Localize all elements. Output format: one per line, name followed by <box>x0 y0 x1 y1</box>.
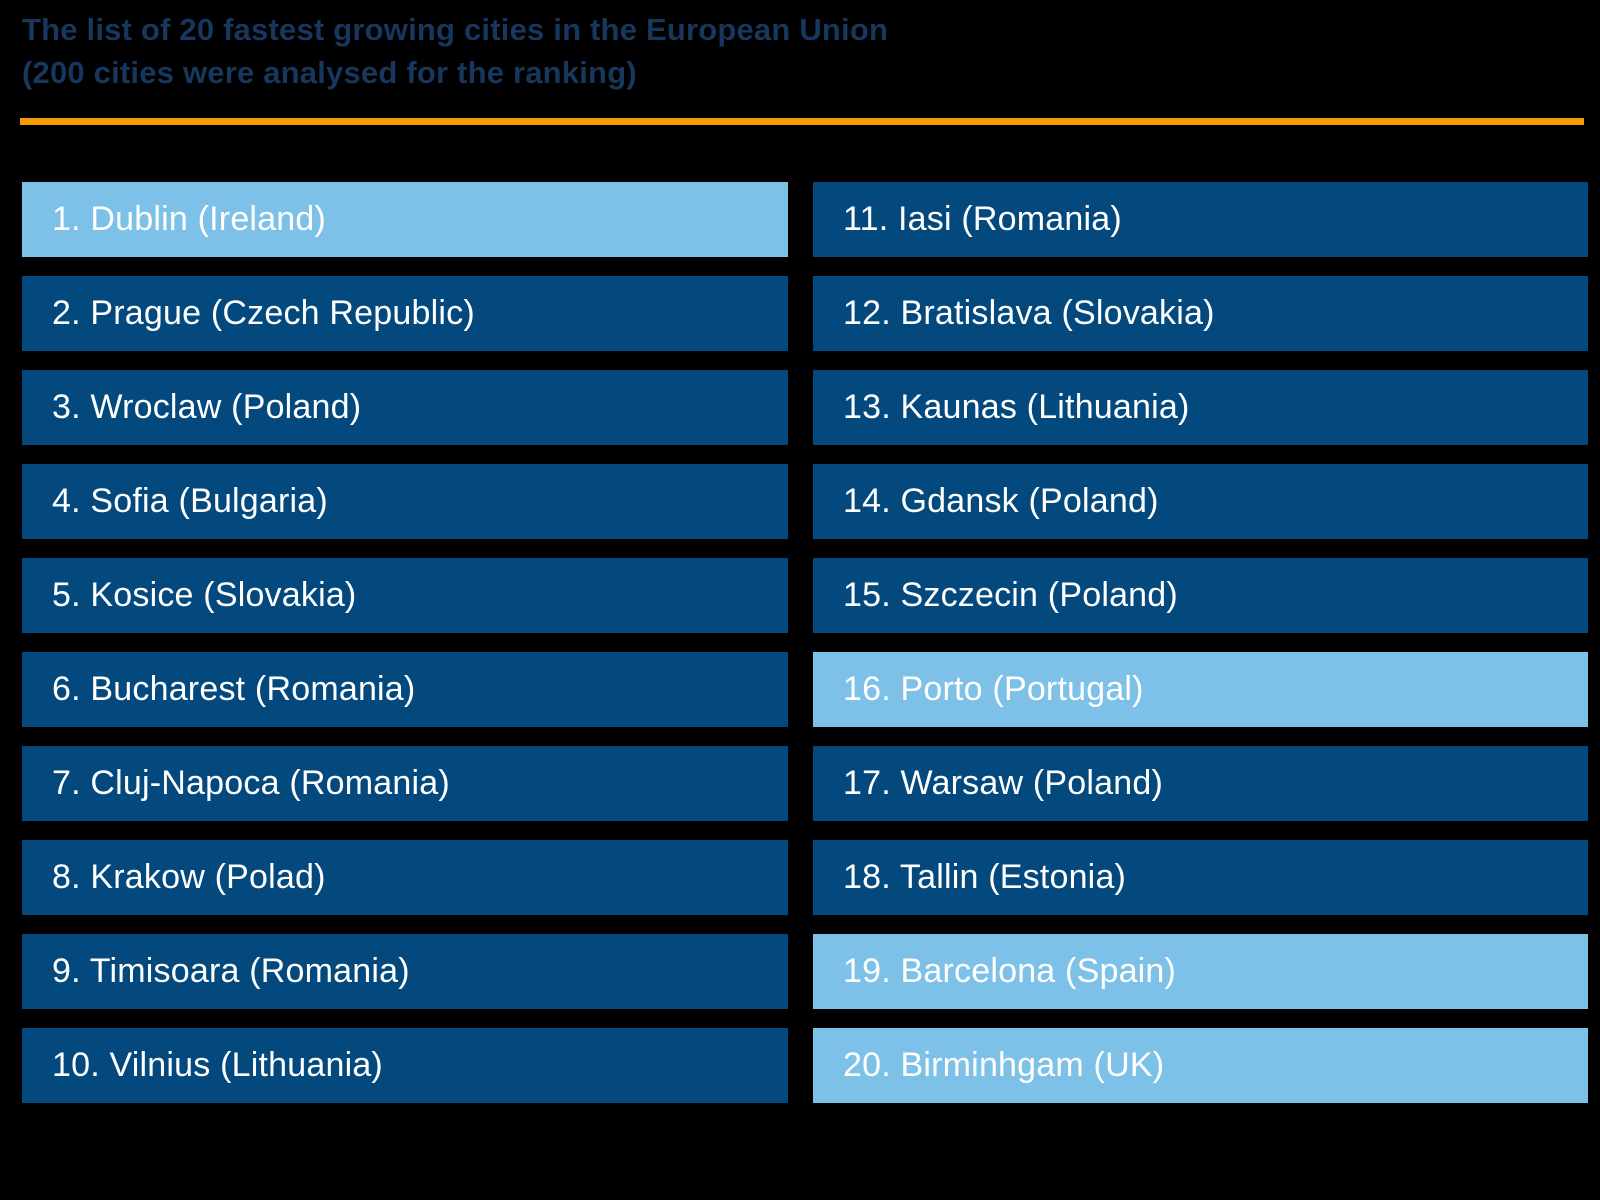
city-bar-rank-17: 17. Warsaw (Poland) <box>813 746 1588 821</box>
city-bar-rank-9: 9. Timisoara (Romania) <box>22 934 788 1009</box>
city-bar-rank-4: 4. Sofia (Bulgaria) <box>22 464 788 539</box>
city-bar-rank-7: 7. Cluj-Napoca (Romania) <box>22 746 788 821</box>
page-title: The list of 20 fastest growing cities in… <box>22 8 1322 94</box>
ranking-column-right: 11. Iasi (Romania) 12. Bratislava (Slova… <box>813 182 1588 1122</box>
page-title-line1: The list of 20 fastest growing cities in… <box>22 12 889 47</box>
city-bar-rank-14: 14. Gdansk (Poland) <box>813 464 1588 539</box>
page-title-line2: (200 cities were analysed for the rankin… <box>22 55 637 90</box>
city-bar-rank-19: 19. Barcelona (Spain) <box>813 934 1588 1009</box>
city-bar-rank-20: 20. Birminhgam (UK) <box>813 1028 1588 1103</box>
city-bar-rank-13: 13. Kaunas (Lithuania) <box>813 370 1588 445</box>
city-bar-rank-12: 12. Bratislava (Slovakia) <box>813 276 1588 351</box>
orange-divider <box>20 118 1584 125</box>
city-bar-rank-1: 1. Dublin (Ireland) <box>22 182 788 257</box>
city-bar-rank-8: 8. Krakow (Polad) <box>22 840 788 915</box>
city-bar-rank-10: 10. Vilnius (Lithuania) <box>22 1028 788 1103</box>
city-bar-rank-11: 11. Iasi (Romania) <box>813 182 1588 257</box>
ranking-grid: 1. Dublin (Ireland) 2. Prague (Czech Rep… <box>22 182 1589 1122</box>
city-bar-rank-6: 6. Bucharest (Romania) <box>22 652 788 727</box>
city-bar-rank-5: 5. Kosice (Slovakia) <box>22 558 788 633</box>
ranking-column-left: 1. Dublin (Ireland) 2. Prague (Czech Rep… <box>22 182 788 1122</box>
city-bar-rank-18: 18. Tallin (Estonia) <box>813 840 1588 915</box>
city-bar-rank-16: 16. Porto (Portugal) <box>813 652 1588 727</box>
city-bar-rank-15: 15. Szczecin (Poland) <box>813 558 1588 633</box>
city-bar-rank-2: 2. Prague (Czech Republic) <box>22 276 788 351</box>
city-bar-rank-3: 3. Wroclaw (Poland) <box>22 370 788 445</box>
